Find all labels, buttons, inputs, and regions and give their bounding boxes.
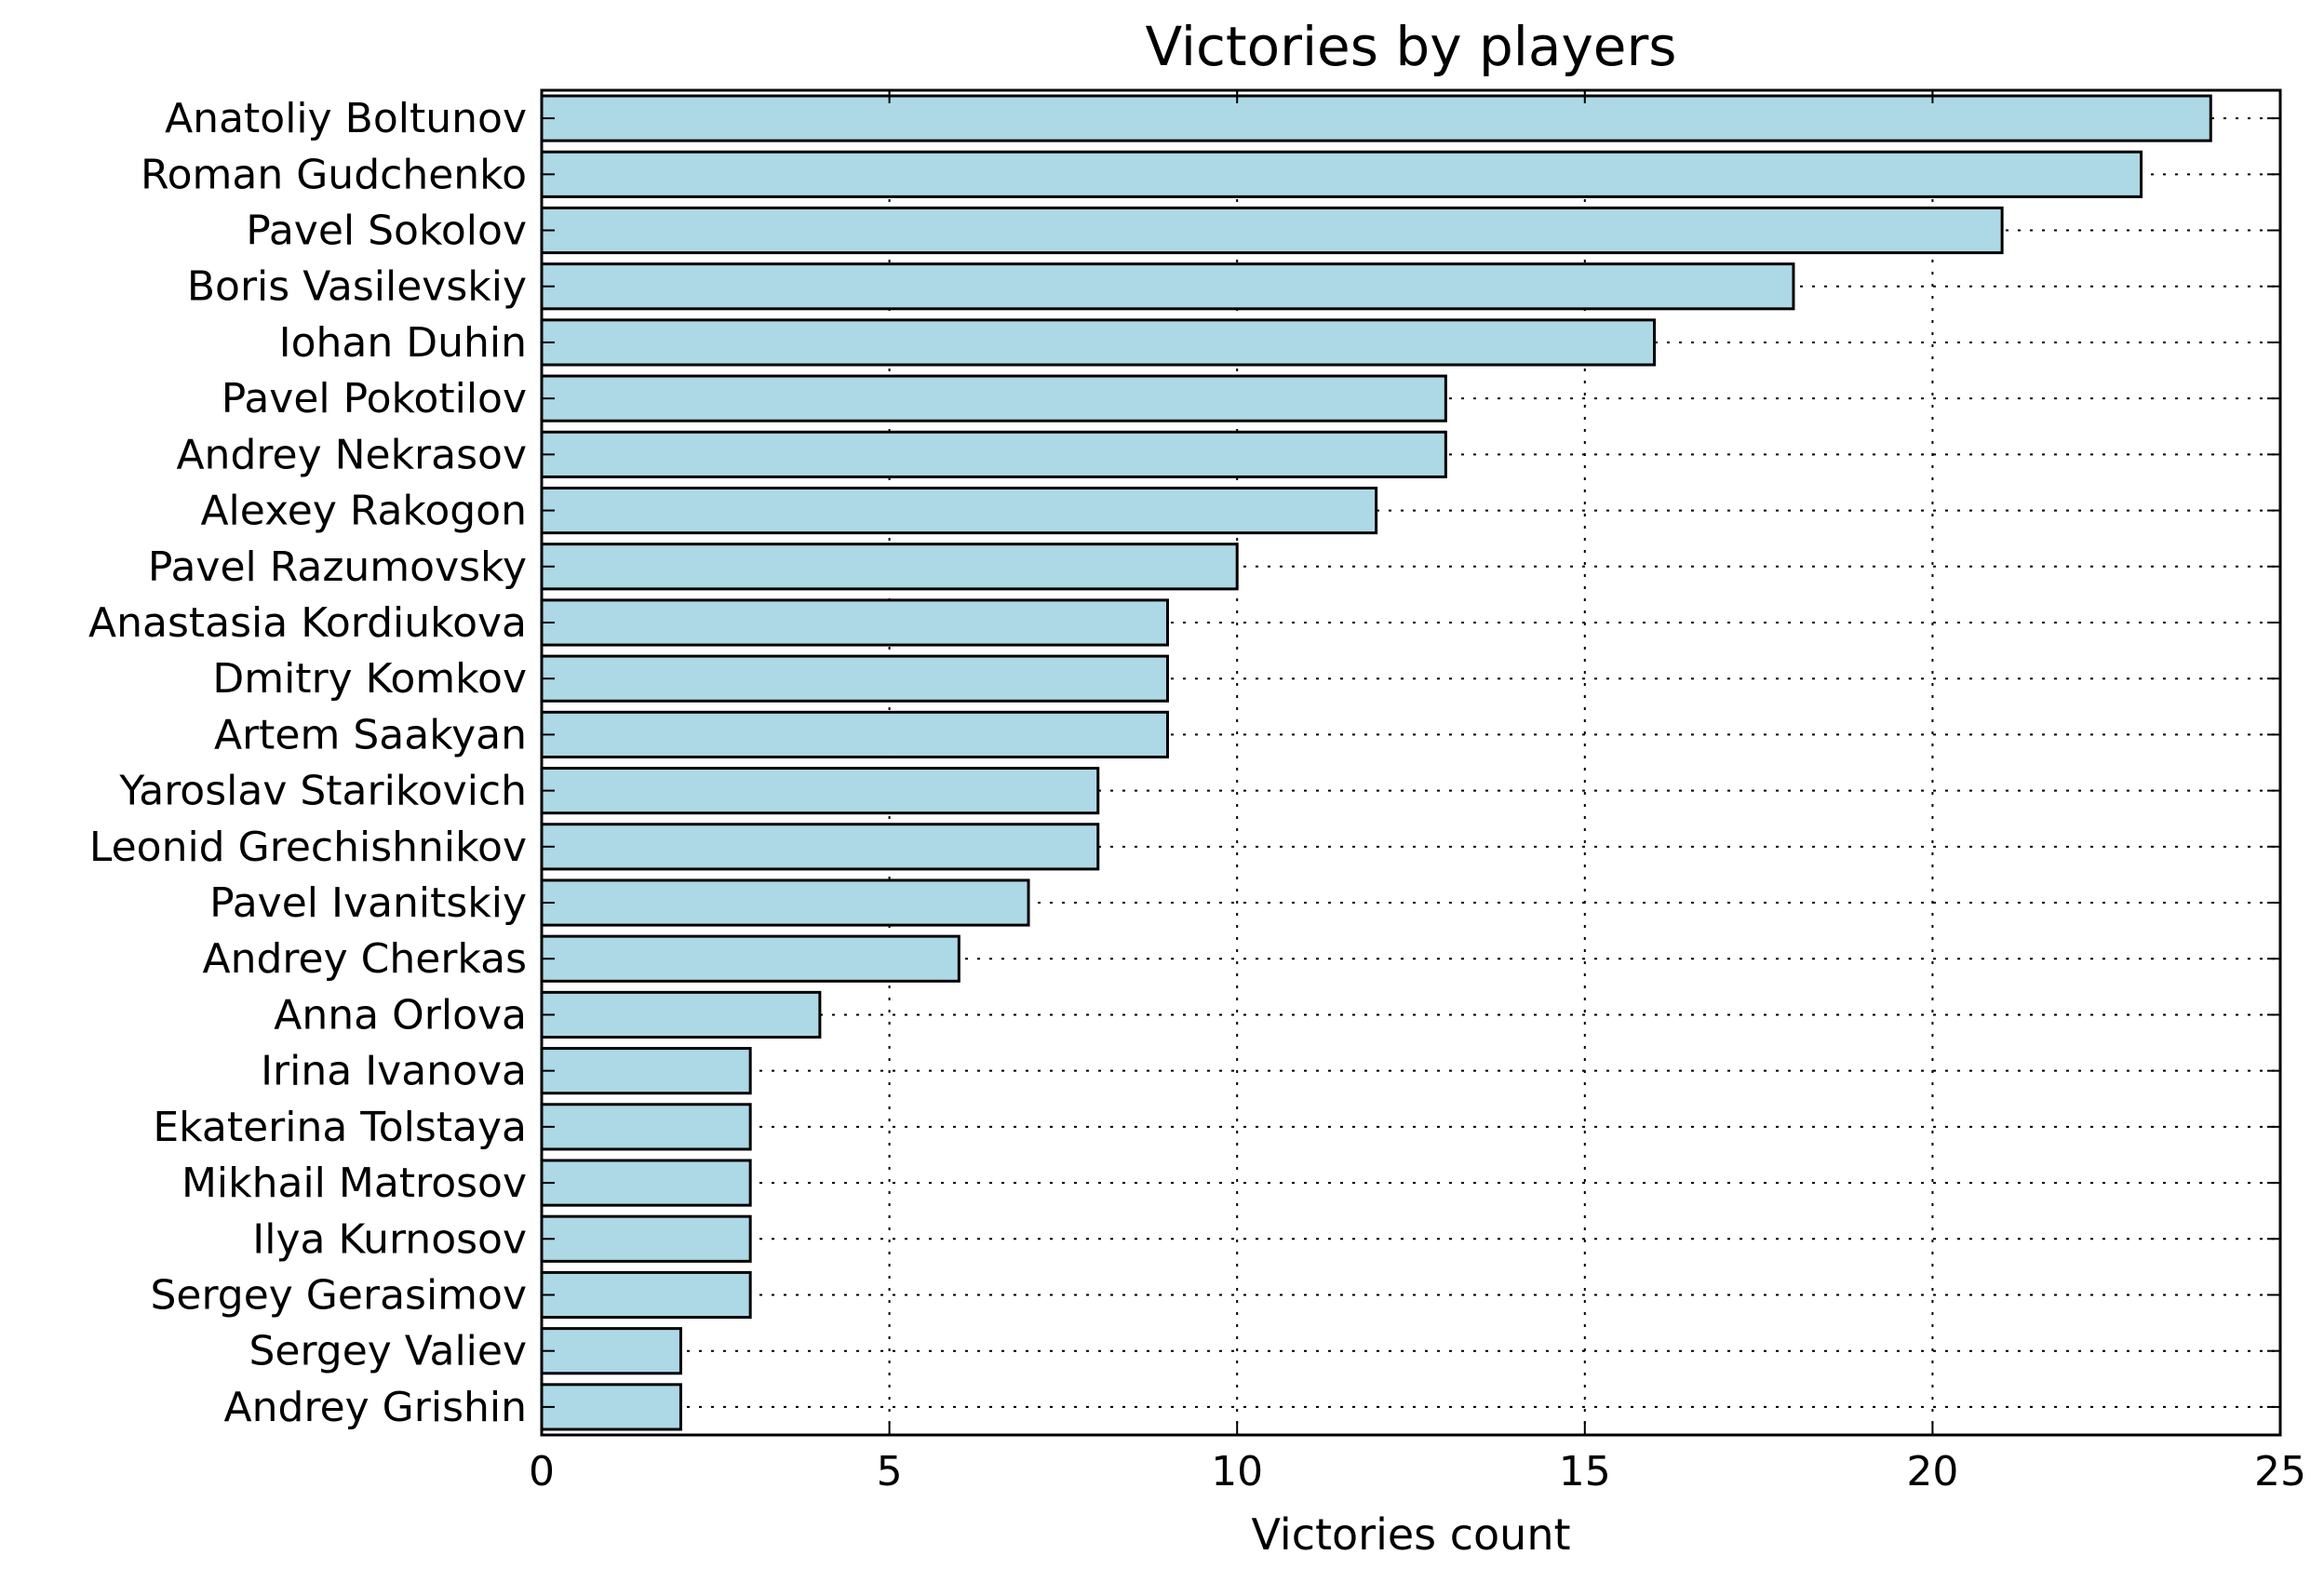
bar-yaroslav-starikovich [540, 767, 1100, 815]
category-label: Irina Ivanova [261, 1048, 527, 1095]
bar-roman-gudchenko [540, 150, 2143, 198]
bar-andrey-grishin [540, 1383, 682, 1431]
bar-ekaterina-tolstaya [540, 1103, 752, 1151]
category-label: Sergey Valiev [249, 1328, 527, 1375]
category-label: Anatoliy Boltunov [165, 95, 527, 142]
category-label: Pavel Ivanitskiy [209, 879, 527, 927]
category-label: Andrey Grishin [224, 1384, 527, 1431]
category-label: Ekaterina Tolstaya [153, 1104, 527, 1151]
category-label: Leonid Grechishnikov [89, 824, 527, 871]
bar-andrey-nekrasov [540, 430, 1447, 478]
bar-anatoliy-boltunov [540, 94, 2212, 142]
y-tick-labels: Anatoliy Boltunov Roman Gudchenko Pavel So… [88, 95, 527, 1431]
chart-title: Victories by players [1145, 15, 1676, 78]
category-label: Anastasia Kordiukova [88, 599, 527, 647]
category-label: Pavel Sokolov [246, 208, 527, 255]
category-label: Sergey Gerasimov [150, 1271, 527, 1319]
bar-pavel-ivanitskiy [540, 878, 1030, 927]
bar-dmitry-komkov [540, 654, 1169, 703]
x-axis-label: Victories count [1251, 1509, 1570, 1560]
x-tick-label: 25 [2254, 1448, 2306, 1495]
bar-irina-ivanova [540, 1047, 752, 1095]
bar-andrey-cherkas [540, 934, 960, 983]
x-tick-label: 0 [529, 1448, 555, 1495]
bar-anastasia-kordiukova [540, 598, 1169, 647]
category-label: Artem Saakyan [214, 711, 527, 758]
tick-marks [541, 90, 2281, 1435]
x-tick-label: 10 [1211, 1448, 1263, 1495]
bar-artem-saakyan [540, 710, 1169, 758]
x-tick-labels: 0 5 10 15 20 25 [529, 1448, 2306, 1495]
bar-iohan-duhin [540, 318, 1657, 367]
category-label: Mikhail Matrosov [181, 1160, 527, 1207]
bar-pavel-razumovsky [540, 543, 1239, 591]
bars [540, 94, 2212, 1431]
bar-sergey-gerasimov [540, 1270, 752, 1320]
category-label: Yaroslav Starikovich [118, 768, 527, 815]
category-label: Pavel Razumovsky [148, 543, 527, 591]
bar-alexey-rakogon [540, 486, 1378, 535]
category-label: Roman Gudchenko [141, 151, 527, 198]
bar-pavel-pokotilov [540, 374, 1447, 422]
category-label: Boris Vasilevskiy [187, 263, 527, 311]
x-tick-label: 15 [1559, 1448, 1611, 1495]
x-tick-label: 5 [877, 1448, 903, 1495]
category-label: Ilya Kurnosov [252, 1215, 527, 1263]
x-tick-label: 20 [1906, 1448, 1958, 1495]
category-label: Anna Orlova [274, 991, 527, 1039]
category-label: Dmitry Komkov [212, 655, 527, 703]
category-label: Alexey Rakogon [200, 488, 527, 535]
category-label: Pavel Pokotilov [222, 375, 527, 422]
bar-ilya-kurnosov [540, 1214, 752, 1263]
plot-frame [540, 88, 2282, 1437]
bar-anna-orlova [540, 990, 822, 1039]
bar-boris-vasilevskiy [540, 262, 1795, 311]
bar-leonid-grechishnikov [540, 823, 1100, 871]
bar-mikhail-matrosov [540, 1159, 752, 1207]
bar-pavel-sokolov [540, 206, 2004, 255]
category-label: Andrey Cherkas [203, 935, 528, 983]
bar-sergey-valiev [540, 1327, 682, 1375]
category-label: Iohan Duhin [279, 319, 527, 367]
category-label: Andrey Nekrasov [176, 431, 527, 478]
